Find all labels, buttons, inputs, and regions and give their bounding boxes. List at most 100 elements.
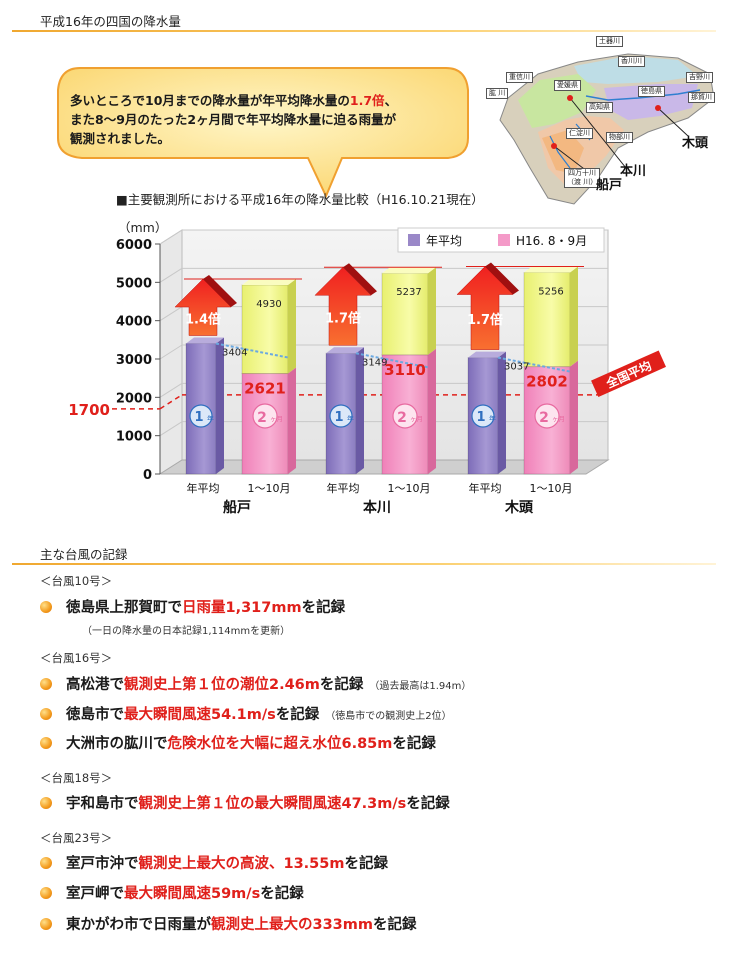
badge-two-months — [392, 403, 418, 429]
x-sublabel-cumulative: 1～10月 — [248, 482, 291, 495]
y-tick-label: 2000 — [116, 391, 152, 406]
value-label-annual: 3037 — [504, 362, 529, 373]
speech-bubble-shape — [57, 67, 469, 199]
badge-two-months-unit: ヶ月 — [410, 415, 423, 423]
badge-one-year-number: 1 — [476, 410, 485, 425]
section-rule — [12, 563, 716, 565]
record-note: （過去最高は1.94m） — [369, 681, 472, 692]
section-rule — [12, 30, 716, 32]
bar-annual-side — [216, 337, 224, 474]
river-label-kagawa: 香川川 — [618, 56, 645, 67]
y-tick-label: 5000 — [116, 276, 152, 291]
record-text: 高松港で — [66, 677, 124, 693]
pref-label-tokushima: 徳島県 — [638, 86, 665, 97]
pref-label-ehime: 愛媛県 — [554, 80, 581, 91]
ratio-arrow — [174, 278, 232, 336]
tokushima-area — [604, 84, 698, 120]
gridline — [159, 229, 183, 245]
bar-cumulative-top — [242, 279, 296, 286]
section-title: 主な台風の記録 — [40, 547, 128, 562]
bullet-icon — [40, 678, 52, 690]
pref-label-kochi: 高知県 — [586, 102, 613, 113]
y-tick-label: 6000 — [116, 238, 152, 253]
bar-annual-top — [186, 337, 224, 344]
y-tick-label: 0 — [143, 468, 152, 483]
value-label-aug-sep: 2621 — [244, 380, 286, 398]
bar-annual-side — [356, 347, 364, 474]
record-item: 高松港で観測史上第１位の潮位2.46mを記録 （過去最高は1.94m） — [40, 673, 471, 694]
gridline — [159, 306, 183, 322]
bubble-line3: 観測されました。 — [70, 131, 171, 146]
badge-two-months-number: 2 — [257, 410, 267, 426]
yoshino-river — [585, 89, 701, 101]
record-item: 徳島市で最大瞬間風速54.1m/sを記録 （徳島市での観測史上2位） — [40, 703, 452, 724]
badge-two-months-unit: ヶ月 — [270, 415, 283, 423]
x-sublabel-cumulative: 1～10月 — [388, 482, 431, 495]
station-marker-honkawa — [567, 95, 573, 101]
bubble-line1: 多いところで10月までの降水量が年平均降水量の — [70, 93, 350, 108]
typhoon-heading: ＜台風23号＞ — [40, 831, 113, 845]
x-category-label: 本川 — [363, 499, 391, 516]
badge-one-year-unit: 年 — [347, 414, 354, 423]
record-text: 室戸岬で — [66, 886, 124, 902]
record-text: を記録 — [301, 600, 346, 616]
bar-aug-sep-side — [288, 367, 296, 474]
record-item: 大洲市の肱川で危険水位を大幅に超え水位6.85mを記録 — [40, 732, 436, 753]
y-axis-label: （mm） — [118, 220, 167, 235]
annual-level-line — [497, 356, 571, 373]
badge-one-year-number: 1 — [334, 410, 343, 425]
y-tick-label: 3000 — [116, 353, 152, 368]
station-label-honkawa: 本川 — [620, 164, 647, 179]
record-note: （徳島市での観測史上2位） — [325, 711, 452, 722]
pointer-kito — [657, 107, 689, 137]
kagawa-area — [574, 56, 698, 84]
record-highlight: 日雨量1,317mm — [182, 600, 302, 616]
river-label-hiji: 肱 川 — [486, 88, 509, 99]
ratio-arrow-shade — [343, 263, 377, 296]
chart-title: ■主要観測所における平成16年の降水量比較（H16.10.21現在） — [116, 192, 484, 207]
river-label-shimanto: 四万十川（渡 川） — [564, 168, 600, 188]
ratio-label: 1.7倍 — [467, 312, 503, 328]
value-label-total: 5256 — [538, 287, 563, 298]
national-average-value: 1700 — [68, 401, 110, 419]
record-highlight: 危険水位を大幅に超え水位6.85m — [167, 736, 393, 752]
legend-label-annual: 年平均 — [426, 234, 462, 248]
badge-one-year — [471, 404, 495, 428]
river-label-niyodo: 仁淀川 — [566, 128, 593, 139]
record-text: 大洲市の肱川で — [66, 736, 168, 752]
shikoku-map: 土器川 香川川 重信川 吉野川 肱 川 那賀川 仁淀川 物部川 四万十川（渡 川… — [478, 28, 718, 208]
record-item: 東かがわ市で日雨量が観測史上最大の333mmを記録 — [40, 913, 417, 934]
bar-cumulative-side — [428, 267, 436, 355]
record-highlight: 観測史上第１位の潮位2.46m — [124, 677, 320, 693]
record-highlight: 最大瞬間風速59m/s — [124, 886, 261, 902]
river-label-doki: 土器川 — [596, 36, 623, 47]
bullet-icon — [40, 887, 52, 899]
record-highlight: 観測史上第１位の最大瞬間風速47.3m/s — [138, 796, 407, 812]
record-text: を記録 — [392, 736, 436, 752]
river-label-shigenobu: 重信川 — [506, 72, 533, 83]
gridline — [159, 267, 183, 283]
bar-annual-top — [468, 351, 506, 358]
badge-one-year — [189, 404, 213, 428]
record-text: を記録 — [406, 796, 450, 812]
badge-two-months-unit: ヶ月 — [552, 415, 565, 423]
bullet-icon — [40, 918, 52, 930]
bar-cumulative — [523, 272, 571, 368]
record-highlight: 観測史上最大の333mm — [211, 917, 373, 933]
ratio-label: 1.7倍 — [325, 310, 361, 326]
badge-one-year — [329, 404, 353, 428]
record-highlight: 最大瞬間風速54.1m/s — [124, 707, 276, 723]
value-label-total: 5237 — [396, 287, 421, 298]
national-average-line — [159, 394, 183, 410]
x-category-label: 木頭 — [504, 499, 534, 516]
national-average-label: 全国平均 — [603, 358, 654, 392]
record-text: 徳島市で — [66, 707, 124, 723]
record-text: 東かがわ市で日雨量が — [66, 917, 211, 933]
bar-cumulative-side — [570, 266, 578, 367]
bullet-icon — [40, 857, 52, 869]
section-header-rainfall: 平成16年の四国の降水量 — [0, 6, 716, 32]
bubble-highlight: 1.7倍 — [349, 93, 385, 108]
value-label-annual: 3404 — [222, 348, 247, 359]
y-tick-label: 1000 — [116, 430, 152, 445]
bullet-icon — [40, 601, 52, 613]
